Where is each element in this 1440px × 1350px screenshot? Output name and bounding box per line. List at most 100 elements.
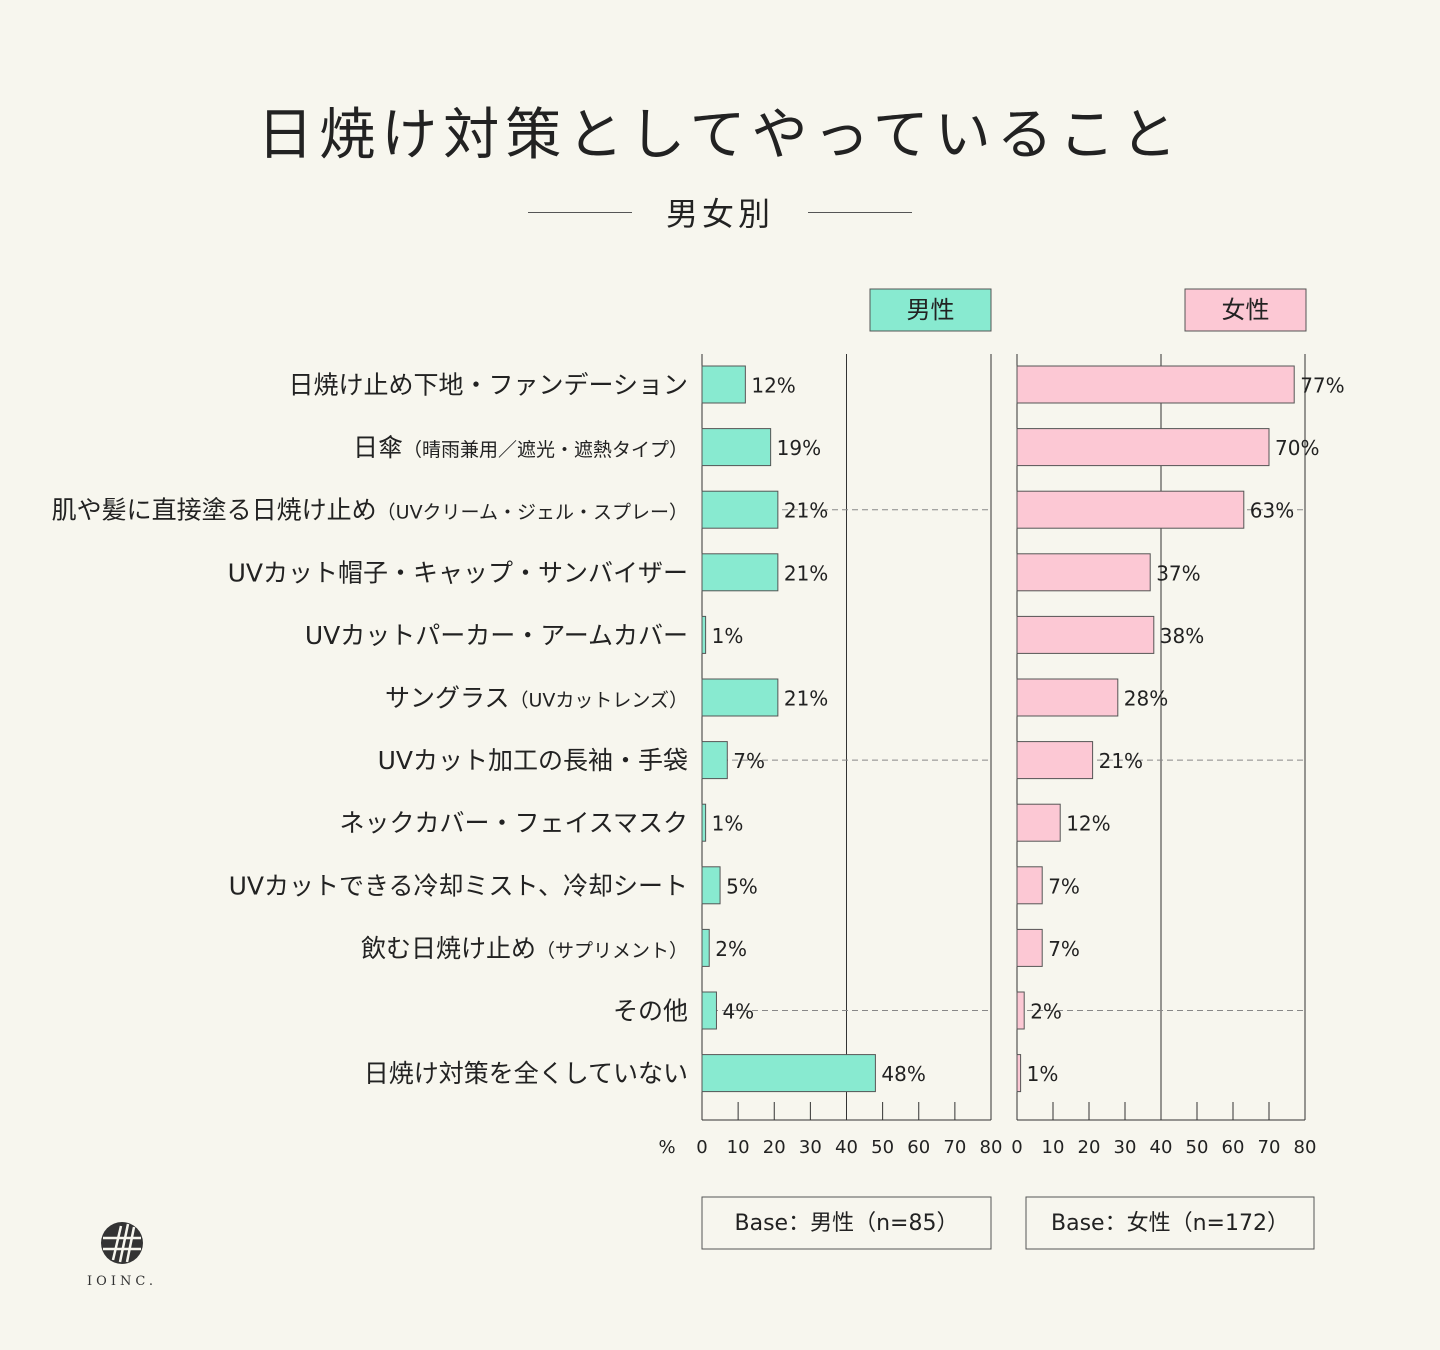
- tick-label: 60: [907, 1137, 930, 1158]
- logo-text: IOINC.: [87, 1274, 157, 1289]
- bar: [1016, 365, 1295, 404]
- tick-label: 20: [1078, 1137, 1101, 1158]
- bar: [1016, 991, 1025, 1030]
- value-label: 63%: [1250, 499, 1294, 523]
- bar: [1016, 615, 1155, 654]
- bar: [1016, 803, 1061, 842]
- value-label: 1%: [712, 624, 744, 648]
- legend-swatch: [1184, 288, 1307, 332]
- value-label: 21%: [784, 561, 828, 585]
- value-label: 77%: [1300, 374, 1344, 398]
- legend-label: 男性: [907, 296, 955, 324]
- bar: [1016, 553, 1151, 592]
- panel-female: 0 10 20 30 40 50 60 70 80 女性 77% 70% 63% 37% 38% 28% 21%…: [1011, 288, 1345, 1250]
- value-label: 21%: [784, 499, 828, 523]
- bar: [1016, 741, 1094, 780]
- value-label: 2%: [1030, 1000, 1062, 1024]
- category-label: UVカット加工の長袖・手袋: [378, 746, 688, 775]
- category-label-sub: （UVクリーム・ジェル・スプレー）: [377, 502, 688, 524]
- tick-label: 50: [871, 1137, 894, 1158]
- value-label: 1%: [1027, 1062, 1059, 1086]
- category-label-sub: （サプリメント）: [536, 940, 688, 962]
- category-label: サングラス（UVカットレンズ）: [385, 684, 688, 713]
- bar: [701, 928, 710, 967]
- category-label-main: UVカット帽子・キャップ・サンバイザー: [228, 558, 688, 587]
- bar: [701, 803, 707, 842]
- legend-swatch: [869, 288, 992, 332]
- value-label: 1%: [712, 812, 744, 836]
- bar: [1016, 1054, 1022, 1093]
- bar: [701, 365, 746, 404]
- bar: [1016, 928, 1043, 967]
- value-label: 12%: [1066, 812, 1110, 836]
- tick-label: 0: [696, 1137, 707, 1158]
- tick-label: 20: [763, 1137, 786, 1158]
- tick-label: 60: [1222, 1137, 1245, 1158]
- category-label-sub: （UVカットレンズ）: [509, 690, 688, 712]
- value-label: 38%: [1160, 624, 1204, 648]
- category-label-main: UVカット加工の長袖・手袋: [378, 746, 688, 775]
- bar: [1016, 678, 1119, 717]
- category-label: 日焼け対策を全くしていない: [364, 1059, 688, 1088]
- value-label: 7%: [1048, 937, 1080, 961]
- tick-label: 80: [1294, 1137, 1317, 1158]
- bar: [1016, 866, 1043, 905]
- value-label: 37%: [1156, 561, 1200, 585]
- chart-subtitle-row: 男女別: [0, 186, 1440, 238]
- tick-label: 40: [835, 1137, 858, 1158]
- category-label-main: 日焼け止め下地・ファンデーション: [288, 371, 688, 400]
- category-label-main: その他: [613, 997, 688, 1026]
- value-label: 5%: [726, 874, 758, 898]
- value-label: 19%: [777, 436, 821, 460]
- tick-label: 70: [1258, 1137, 1281, 1158]
- chart-title: 日焼け対策としてやっていること: [257, 103, 1183, 168]
- tick-label: 10: [727, 1137, 750, 1158]
- panel-male: 0 10 20 30 40 50 60 70 80 男性 12% 19% 21% 21% 1% 21% 7% 1%…: [696, 288, 1003, 1250]
- value-label: 7%: [733, 749, 765, 773]
- bar: [1016, 490, 1245, 529]
- value-label: 28%: [1124, 687, 1168, 711]
- tick-label: 80: [980, 1137, 1003, 1158]
- axis-unit-label: %: [658, 1137, 675, 1158]
- category-label: UVカットパーカー・アームカバー: [305, 621, 688, 650]
- bar: [701, 428, 772, 467]
- tick-label: 50: [1186, 1137, 1209, 1158]
- subtitle-rule-right: [808, 211, 912, 213]
- category-label-main: ネックカバー・フェイスマスク: [339, 809, 688, 838]
- category-label-main: UVカットパーカー・アームカバー: [305, 621, 688, 650]
- tick-label: 70: [943, 1137, 966, 1158]
- category-label: 肌や髪に直接塗る日焼け止め（UVクリーム・ジェル・スプレー）: [52, 496, 688, 525]
- base-box: [701, 1196, 992, 1250]
- tick-label: 40: [1150, 1137, 1173, 1158]
- category-label-main: 日焼け対策を全くしていない: [364, 1059, 688, 1088]
- category-label: その他: [613, 997, 688, 1026]
- bar: [701, 1054, 876, 1093]
- tick-label: 10: [1042, 1137, 1065, 1158]
- logo-mark-icon: [101, 1222, 143, 1264]
- category-label-main: サングラス: [385, 684, 510, 713]
- category-label-main: 肌や髪に直接塗る日焼け止め: [52, 496, 377, 525]
- category-label-main: 飲む日焼け止め: [361, 934, 536, 963]
- bar: [701, 490, 779, 529]
- value-label: 48%: [881, 1062, 925, 1086]
- company-logo: IOINC.: [72, 1220, 172, 1290]
- tick-label: 30: [799, 1137, 822, 1158]
- bar: [701, 991, 717, 1030]
- value-label: 12%: [751, 374, 795, 398]
- value-label: 21%: [1099, 749, 1143, 773]
- tick-label: 30: [1114, 1137, 1137, 1158]
- category-label-main: 日傘: [353, 433, 403, 462]
- chart-subtitle: 男女別: [665, 195, 774, 233]
- category-label: UVカット帽子・キャップ・サンバイザー: [228, 558, 688, 587]
- category-label: 飲む日焼け止め（サプリメント）: [361, 934, 688, 963]
- value-label: 7%: [1048, 874, 1080, 898]
- value-label: 2%: [715, 937, 747, 961]
- category-label: ネックカバー・フェイスマスク: [339, 809, 688, 838]
- category-label: UVカットできる冷却ミスト、冷却シート: [229, 871, 688, 900]
- base-label: Base：女性（n=172）: [1051, 1211, 1289, 1236]
- bar: [701, 553, 779, 592]
- bar: [701, 741, 728, 780]
- category-label: 日焼け止め下地・ファンデーション: [288, 371, 688, 400]
- base-box: [1025, 1196, 1315, 1250]
- tick-label: 0: [1011, 1137, 1022, 1158]
